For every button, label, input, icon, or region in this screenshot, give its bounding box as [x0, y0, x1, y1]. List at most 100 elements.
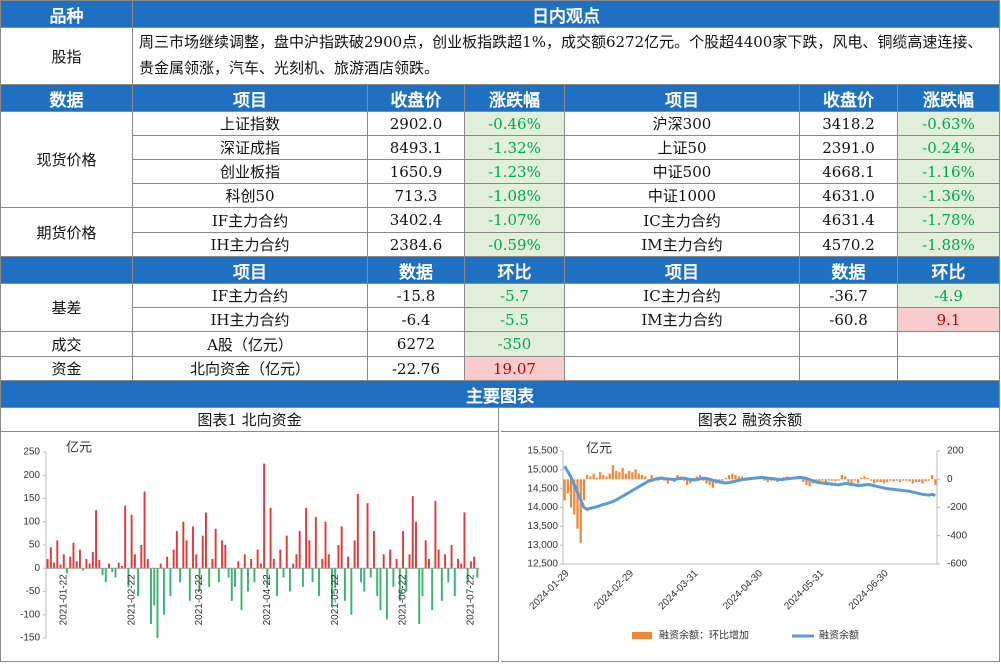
bar: [582, 479, 586, 501]
bar: [798, 478, 802, 480]
y-tick-label: 14,500: [527, 483, 558, 494]
bar: [586, 475, 589, 480]
bar: [98, 559, 101, 569]
header-cell: 项目: [565, 257, 800, 284]
header-cell: 项目: [565, 85, 800, 112]
table-cell: IH主力合约: [133, 233, 368, 257]
bar: [350, 568, 353, 615]
bar: [343, 568, 346, 601]
table-cell: -350: [465, 332, 565, 357]
bar: [301, 568, 304, 587]
bar: [389, 549, 392, 569]
bar: [821, 479, 824, 481]
line: [563, 465, 936, 512]
bar: [227, 568, 230, 578]
bar: [263, 463, 266, 569]
empty-cell: [898, 357, 1000, 381]
bar: [95, 510, 98, 569]
y-tick-label: 50: [29, 540, 41, 551]
x-tick-label: 2024-02-29: [592, 568, 636, 612]
table-cell: -1.32%: [465, 136, 565, 160]
bar: [902, 479, 905, 481]
bar: [602, 475, 605, 480]
bar: [398, 568, 401, 601]
bar: [104, 568, 107, 583]
bar: [408, 554, 411, 569]
bar: [860, 477, 863, 480]
bar: [295, 554, 298, 569]
bar: [130, 514, 133, 569]
table-cell: 创业板指: [133, 160, 368, 184]
bar: [927, 479, 931, 481]
bar: [347, 556, 350, 569]
table-cell: IF主力合约: [133, 208, 368, 233]
header-cell: 收盘价: [800, 85, 898, 112]
bar: [766, 479, 769, 483]
bar: [162, 568, 165, 615]
bar: [224, 545, 227, 569]
bar: [563, 479, 566, 501]
bar: [101, 568, 104, 576]
chart-panel: [501, 432, 1000, 662]
bar: [237, 561, 240, 569]
table-cell: -1.88%: [898, 233, 1000, 257]
y2-tick-label: -200: [947, 502, 967, 513]
bar: [411, 496, 414, 569]
table-cell: 科创50: [133, 184, 368, 208]
table-cell: -1.36%: [898, 184, 1000, 208]
bar: [88, 563, 91, 569]
bar: [905, 479, 908, 481]
table-cell: 8493.1: [368, 136, 465, 160]
bar: [469, 561, 472, 569]
bar: [369, 568, 372, 578]
bar: [931, 475, 934, 480]
bar: [192, 526, 194, 569]
table-cell: -0.46%: [465, 112, 565, 136]
y-tick-label: 13,000: [527, 540, 558, 551]
bar: [924, 479, 927, 482]
table-cell: 9.1: [898, 308, 1000, 332]
table-cell: -22.76: [368, 357, 465, 381]
x-tick-label: 2024-04-30: [721, 568, 765, 612]
row-label: 现货价格: [0, 112, 133, 208]
bar: [124, 505, 127, 569]
bar: [447, 568, 450, 583]
bar: [108, 563, 110, 569]
y-tick-label: 15,000: [527, 464, 558, 475]
bar: [918, 479, 921, 483]
bar: [182, 521, 185, 569]
header-cell: 日内观点: [133, 0, 1000, 28]
bar: [689, 479, 692, 484]
y-axis-label: 亿元: [586, 440, 612, 455]
bar: [869, 479, 873, 481]
bar: [885, 479, 889, 483]
table-cell: 1650.9: [368, 160, 465, 184]
table-cell: -4.9: [898, 284, 1000, 308]
table-cell: -1.78%: [898, 208, 1000, 233]
table-cell: 4570.2: [800, 233, 898, 257]
table-cell: IM主力合约: [565, 308, 800, 332]
bar: [266, 568, 269, 587]
y-tick-label: 200: [23, 470, 40, 481]
bar: [366, 503, 369, 569]
bar: [863, 476, 866, 480]
chart-title: 图表1 北向资金: [0, 408, 499, 432]
bar: [392, 568, 395, 587]
bar: [711, 479, 715, 488]
bar: [595, 477, 598, 480]
legend-label: 融资余额: [819, 629, 859, 642]
bar: [598, 472, 602, 480]
bar: [198, 568, 201, 592]
bar: [618, 472, 621, 480]
bar: [321, 558, 324, 569]
bar: [331, 568, 333, 606]
bar: [172, 549, 175, 569]
bar: [698, 475, 702, 480]
bar: [140, 545, 143, 569]
header-cell: 数据: [0, 85, 133, 112]
bar: [279, 549, 282, 569]
bar: [856, 479, 860, 484]
empty-cell: [898, 332, 1000, 357]
x-tick-label: 2021-02-22: [126, 574, 137, 626]
legend-label: 融资余额：环比增加: [659, 629, 749, 642]
